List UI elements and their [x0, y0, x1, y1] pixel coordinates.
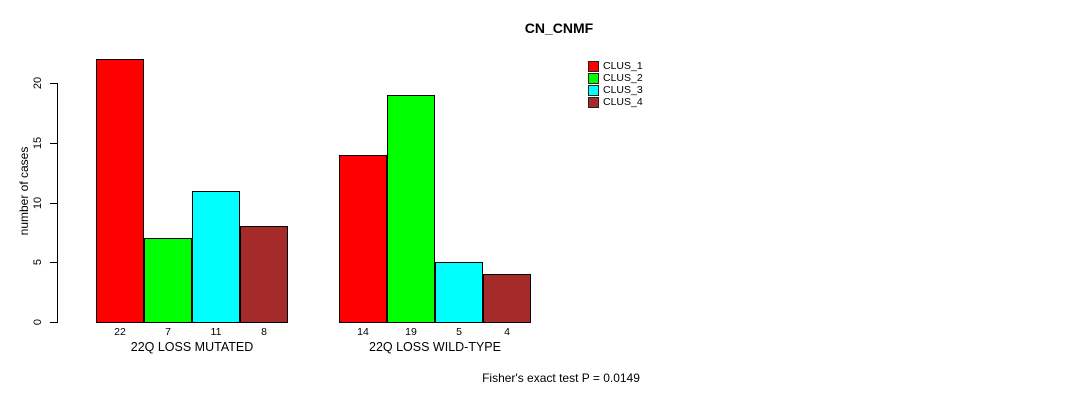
y-tick-label: 15	[32, 136, 44, 150]
y-tick-mark	[50, 143, 57, 144]
legend-item-clus_1: CLUS_1	[588, 60, 643, 72]
y-tick-mark	[50, 262, 57, 263]
bar-value-label: 5	[456, 326, 462, 338]
legend-label: CLUS_4	[603, 96, 643, 108]
chart-title: CN_CNMF	[524, 20, 594, 36]
bar-clus_2-group1	[144, 238, 192, 323]
legend-label: CLUS_3	[603, 84, 643, 96]
bar-clus_4-group1	[240, 226, 288, 323]
bar-clus_2-group2	[387, 95, 435, 323]
group-label-1: 22Q LOSS MUTATED	[130, 340, 254, 354]
bar-value-label: 11	[210, 326, 222, 338]
y-tick-label: 5	[32, 258, 44, 266]
legend-swatch-icon	[588, 96, 599, 108]
annotation-text: Fisher's exact test P = 0.0149	[482, 371, 640, 385]
bar-clus_1-group1	[96, 59, 144, 323]
y-tick-label: 20	[32, 76, 44, 90]
y-tick-mark	[50, 203, 57, 204]
bar-clus_3-group1	[192, 191, 240, 323]
legend-swatch-icon	[588, 84, 599, 96]
bar-value-label: 19	[405, 326, 417, 338]
legend-label: CLUS_1	[603, 60, 643, 72]
y-tick-mark	[50, 83, 57, 84]
bar-clus_3-group2	[435, 262, 483, 323]
y-axis-label: number of cases	[17, 146, 31, 236]
bar-clus_4-group2	[483, 274, 531, 323]
bar-value-label: 14	[357, 326, 369, 338]
bar-value-label: 7	[165, 326, 171, 338]
bar-value-label: 4	[504, 326, 510, 338]
legend-swatch-icon	[588, 72, 599, 84]
legend-swatch-icon	[588, 60, 599, 72]
bar-value-label: 22	[114, 326, 126, 338]
legend-item-clus_2: CLUS_2	[588, 72, 643, 84]
group-label-2: 22Q LOSS WILD-TYPE	[369, 340, 501, 354]
legend-item-clus_4: CLUS_4	[588, 96, 643, 108]
y-tick-mark	[50, 322, 57, 323]
y-axis-line	[57, 83, 58, 323]
legend-item-clus_3: CLUS_3	[588, 84, 643, 96]
legend: CLUS_1 CLUS_2 CLUS_3 CLUS_4	[588, 60, 643, 109]
legend-label: CLUS_2	[603, 72, 643, 84]
y-tick-label: 0	[32, 318, 44, 326]
bar-value-label: 8	[261, 326, 267, 338]
y-tick-label: 10	[32, 196, 44, 210]
bar-clus_1-group2	[339, 155, 387, 323]
